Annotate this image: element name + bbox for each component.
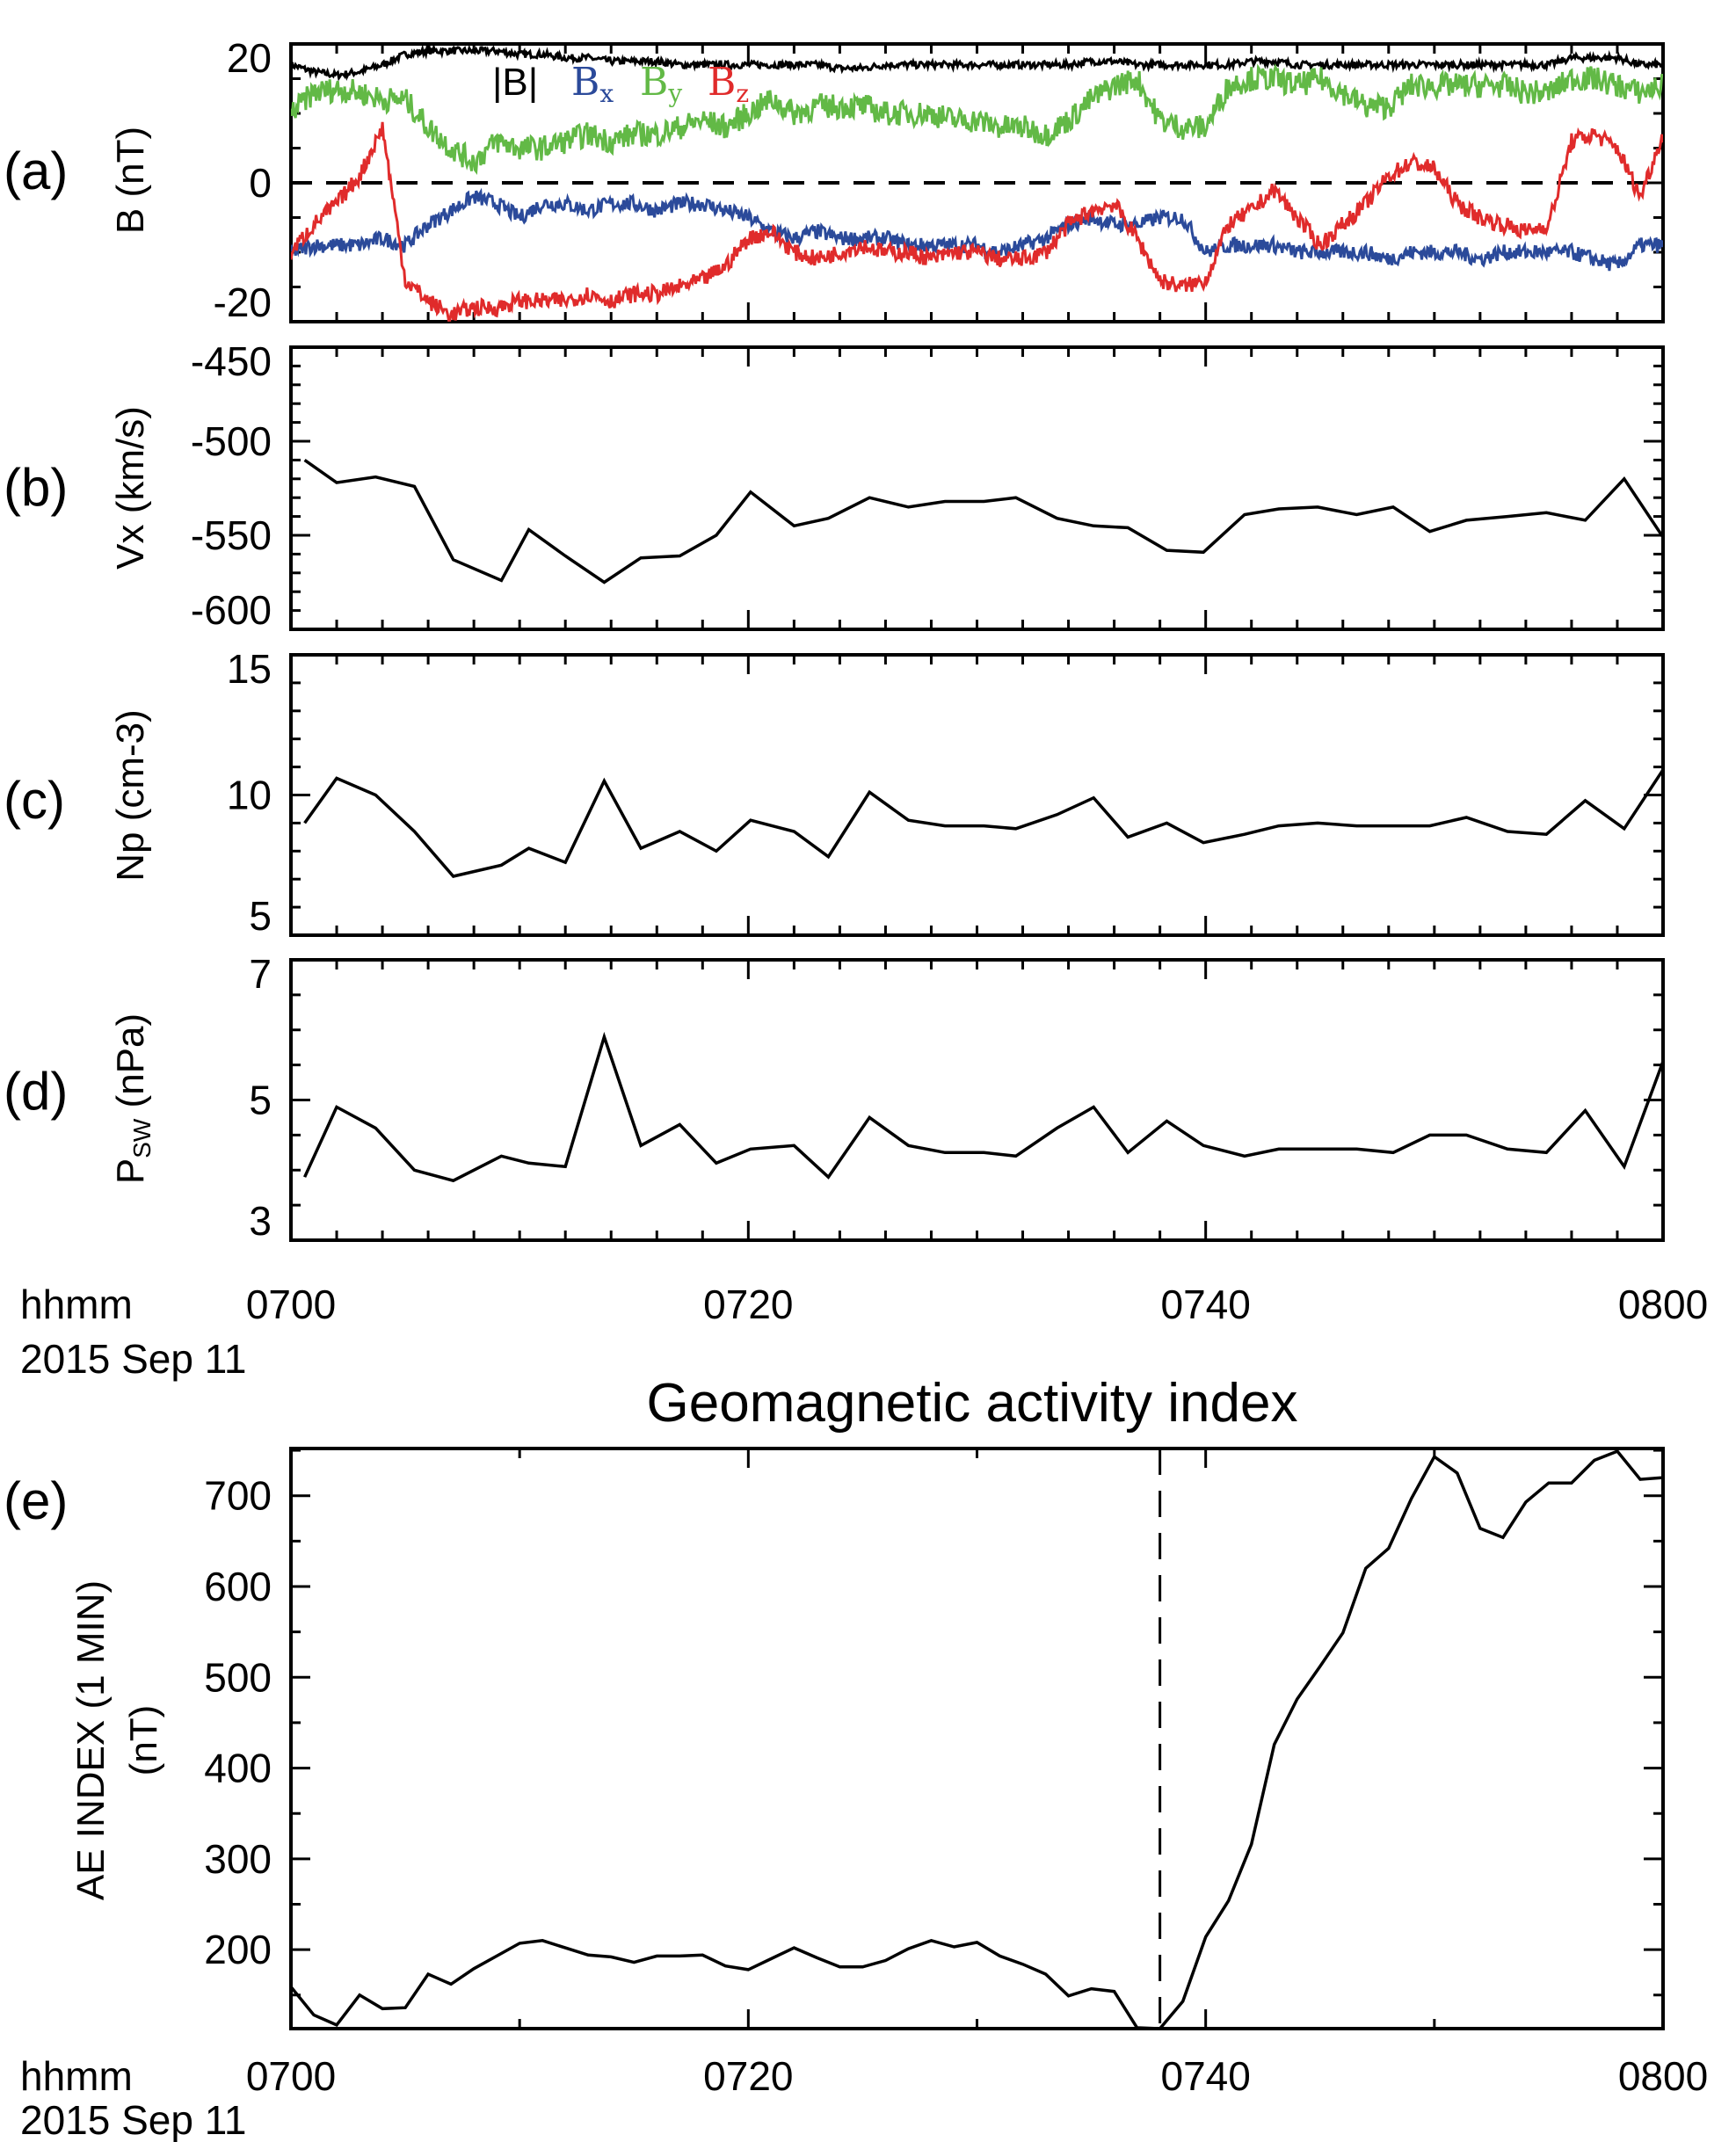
- data-line-c: [303, 768, 1663, 878]
- series-line-Bt: [291, 44, 1663, 82]
- y-tick-label-a: 0: [249, 160, 272, 206]
- y-tick-label-e: 500: [204, 1654, 272, 1700]
- panel-label-c: (c): [4, 771, 65, 830]
- panel-label-e: (e): [4, 1471, 68, 1530]
- panel-label-b: (b): [4, 458, 68, 517]
- y-tick-label-e: 200: [204, 1927, 272, 1972]
- axis-title-d: PSW (nPa): [109, 1013, 156, 1184]
- legend-Bx: Bx: [571, 60, 614, 108]
- time-axis-label-date: 2015 Sep 11: [20, 1336, 247, 1382]
- series-line-Bz: [291, 121, 1663, 322]
- time-axis-label-hhmm-e: hhmm: [20, 2053, 133, 2099]
- legend-By: By: [640, 60, 682, 108]
- axis-title-c: Np (cm-3): [109, 709, 152, 882]
- y-tick-label-e: 700: [204, 1473, 272, 1519]
- series-line-By: [291, 63, 1663, 176]
- y-tick-label-b: -550: [191, 512, 272, 558]
- panel-label-a: (a): [4, 142, 68, 200]
- x-tick-label: 0800: [1618, 1282, 1708, 1327]
- x-tick-label-e: 0720: [703, 2053, 793, 2099]
- x-tick-label-e: 0800: [1618, 2053, 1708, 2099]
- chart-marks: -20 0 20 -600 -550 -500 -450 5 10 15 3 5 7 200 300 400 5…: [191, 35, 1708, 2099]
- axis-title-e-line1: AE INDEX (1 MIN): [69, 1580, 113, 1900]
- data-line-b: [303, 458, 1663, 585]
- y-tick-label-d: 5: [249, 1078, 272, 1123]
- x-tick-label-e: 0700: [246, 2053, 336, 2099]
- plot-frame-b: [289, 345, 1665, 631]
- x-tick-label: 0740: [1160, 1282, 1250, 1327]
- axis-title-a: B (nT): [109, 127, 152, 234]
- axis-title-b: Vx (km/s): [109, 406, 152, 570]
- y-tick-label-e: 400: [204, 1746, 272, 1791]
- y-tick-label-b: -450: [191, 338, 272, 384]
- plot-frame-d: [289, 958, 1665, 1242]
- panel-label-d: (d): [4, 1062, 68, 1121]
- chart-title-e: Geomagnetic activity index: [647, 1373, 1298, 1434]
- y-tick-label-c: 5: [249, 893, 272, 939]
- x-tick-label: 0700: [246, 1282, 336, 1327]
- y-tick-label-a: -20: [214, 280, 272, 325]
- y-tick-label-c: 15: [227, 646, 272, 692]
- legend-Bt: |B|: [492, 61, 538, 104]
- x-tick-label: 0720: [703, 1282, 793, 1327]
- time-axis-label-date-e: 2015 Sep 11: [20, 2097, 247, 2142]
- y-tick-label-d: 7: [249, 951, 272, 997]
- data-line-e: [291, 1449, 1663, 2029]
- y-tick-label-c: 10: [227, 773, 272, 818]
- plot-frame-c: [289, 653, 1665, 937]
- legend-Bz: Bz: [708, 60, 749, 108]
- axis-title-e-line2: (nT): [122, 1705, 165, 1776]
- y-tick-label-e: 600: [204, 1564, 272, 1609]
- y-tick-label-b: -500: [191, 418, 272, 464]
- y-tick-label-d: 3: [249, 1198, 272, 1244]
- y-tick-label-b: -600: [191, 587, 272, 633]
- y-tick-label-e: 300: [204, 1836, 272, 1882]
- x-tick-label-e: 0740: [1160, 2053, 1250, 2099]
- time-axis-label-hhmm: hhmm: [20, 1282, 133, 1327]
- y-tick-label-a: 20: [227, 35, 272, 81]
- data-line-d: [303, 1031, 1663, 1183]
